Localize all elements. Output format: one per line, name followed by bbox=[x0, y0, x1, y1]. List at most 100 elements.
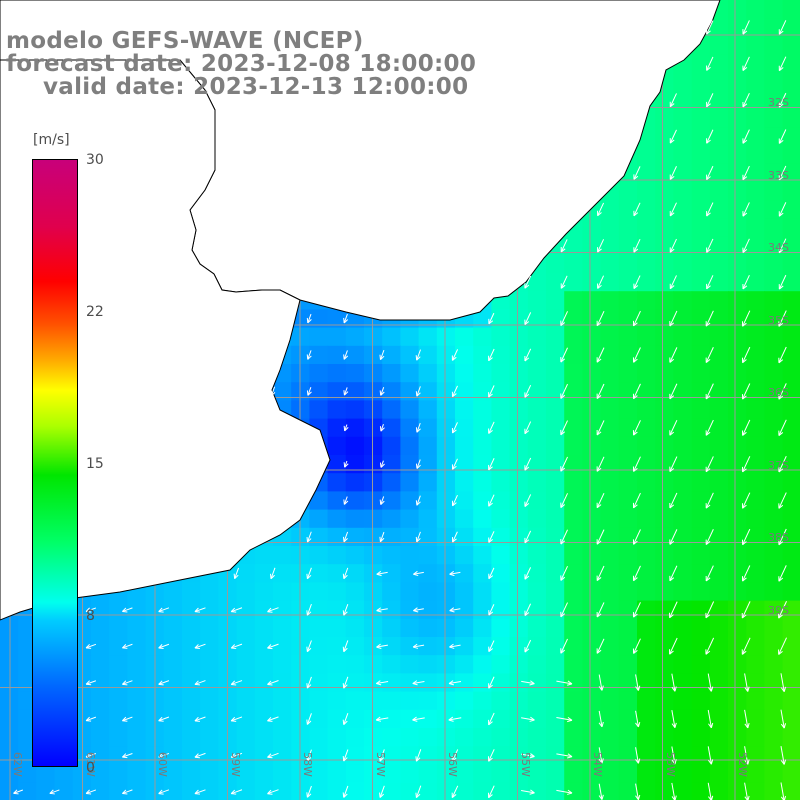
wind-speed-cell bbox=[655, 382, 674, 401]
wind-speed-cell bbox=[418, 327, 438, 347]
wind-arrow bbox=[343, 387, 349, 396]
wind-speed-cell bbox=[709, 382, 729, 401]
wind-speed-cell bbox=[618, 764, 638, 784]
wind-arrow bbox=[669, 529, 678, 545]
wind-speed-cell bbox=[473, 582, 492, 602]
wind-speed-cell bbox=[418, 582, 438, 602]
wind-speed-cell bbox=[582, 673, 602, 693]
wind-speed-cell bbox=[0, 618, 19, 638]
wind-speed-cell bbox=[182, 691, 201, 711]
wind-speed-cell bbox=[273, 637, 292, 656]
wind-speed-cell bbox=[91, 655, 110, 674]
wind-speed-cell bbox=[309, 309, 329, 329]
wind-speed-cell bbox=[127, 655, 147, 674]
wind-speed-cell bbox=[764, 163, 784, 183]
wind-speed-cell bbox=[309, 600, 329, 620]
wind-arrow bbox=[778, 383, 787, 400]
wind-speed-cell bbox=[491, 527, 511, 547]
wind-arrow bbox=[742, 383, 751, 400]
wind-speed-cell bbox=[291, 618, 310, 638]
wind-arrow bbox=[379, 531, 385, 543]
wind-speed-cell bbox=[436, 509, 456, 529]
wind-speed-cell bbox=[527, 309, 547, 329]
wind-speed-cell bbox=[309, 709, 329, 729]
wind-speed-cell bbox=[782, 0, 800, 19]
wind-speed-cell bbox=[473, 782, 492, 800]
wind-speed-cell bbox=[782, 54, 800, 74]
wind-speed-cell bbox=[455, 509, 474, 529]
wind-speed-cell bbox=[655, 364, 674, 383]
wind-speed-cell bbox=[455, 455, 474, 474]
wind-arrow bbox=[343, 496, 349, 505]
wind-speed-cell bbox=[200, 691, 219, 711]
wind-speed-cell bbox=[655, 109, 674, 128]
wind-arrow bbox=[705, 601, 715, 619]
wind-speed-cell bbox=[200, 746, 219, 765]
wind-arrow bbox=[448, 716, 462, 722]
wind-speed-cell bbox=[728, 236, 747, 256]
wind-arrow bbox=[598, 747, 604, 764]
wind-speed-cell bbox=[418, 491, 438, 511]
wind-arrow bbox=[632, 565, 641, 582]
wind-speed-cell bbox=[764, 509, 784, 529]
wind-arrow bbox=[306, 713, 312, 725]
wind-arrow bbox=[742, 565, 751, 582]
wind-speed-cell bbox=[436, 728, 456, 747]
wind-speed-cell bbox=[618, 291, 638, 310]
latitude-label: 36S bbox=[768, 386, 789, 399]
forecast-date-label: forecast date: 2023-12-08 18:00:00 bbox=[6, 51, 477, 77]
wind-speed-cell bbox=[0, 728, 19, 747]
wind-speed-cell bbox=[709, 673, 729, 693]
wind-speed-cell bbox=[546, 309, 565, 329]
wind-speed-cell bbox=[782, 546, 800, 565]
wind-speed-cell bbox=[473, 746, 492, 765]
wind-arrow bbox=[488, 458, 495, 471]
wind-speed-cell bbox=[327, 491, 347, 511]
wind-speed-cell bbox=[637, 527, 656, 547]
wind-speed-cell bbox=[582, 418, 602, 438]
wind-speed-cell bbox=[291, 691, 310, 711]
wind-speed-cell bbox=[782, 764, 800, 784]
wind-speed-cell bbox=[455, 527, 474, 547]
wind-arrow bbox=[707, 673, 714, 692]
wind-speed-cell bbox=[655, 764, 674, 784]
wind-arrow bbox=[706, 165, 714, 181]
wind-arrow bbox=[194, 680, 206, 686]
wind-speed-cell bbox=[655, 527, 674, 547]
wind-arrow bbox=[306, 603, 312, 616]
wind-speed-cell bbox=[582, 509, 602, 529]
wind-speed-cell bbox=[691, 436, 711, 456]
wind-speed-cell bbox=[509, 382, 529, 401]
wind-speed-cell bbox=[637, 309, 656, 329]
wind-speed-cell bbox=[327, 728, 347, 747]
wind-speed-cell bbox=[637, 491, 656, 511]
wind-arrow bbox=[122, 680, 133, 686]
wind-speed-cell bbox=[527, 527, 547, 547]
wind-speed-cell bbox=[582, 218, 602, 238]
wind-speed-cell bbox=[673, 127, 693, 147]
wind-arrow bbox=[521, 753, 535, 759]
wind-speed-cell bbox=[618, 509, 638, 529]
wind-speed-cell bbox=[637, 546, 656, 565]
wind-speed-cell bbox=[655, 236, 674, 256]
wind-speed-cell bbox=[600, 327, 620, 347]
wind-speed-cell bbox=[527, 327, 547, 347]
wind-arrow bbox=[306, 785, 312, 798]
wind-speed-cell bbox=[509, 709, 529, 729]
wind-speed-cell bbox=[564, 691, 583, 711]
colorbar-tick-label: 22 bbox=[86, 304, 104, 320]
wind-arrow bbox=[669, 456, 678, 473]
wind-speed-cell bbox=[473, 764, 492, 784]
wind-speed-cell bbox=[273, 709, 292, 729]
map-title: modelo GEFS-WAVE (NCEP) bbox=[6, 28, 364, 54]
wind-speed-cell bbox=[382, 418, 401, 438]
wind-arrow bbox=[778, 419, 787, 436]
wind-arrow bbox=[13, 789, 24, 795]
wind-arrow bbox=[707, 746, 714, 765]
wind-arrow bbox=[780, 782, 787, 800]
wind-arrow bbox=[705, 456, 714, 473]
wind-speed-cell bbox=[764, 54, 784, 74]
wind-speed-cell bbox=[709, 746, 729, 765]
wind-speed-cell bbox=[564, 655, 583, 674]
wind-arrow bbox=[596, 347, 605, 363]
